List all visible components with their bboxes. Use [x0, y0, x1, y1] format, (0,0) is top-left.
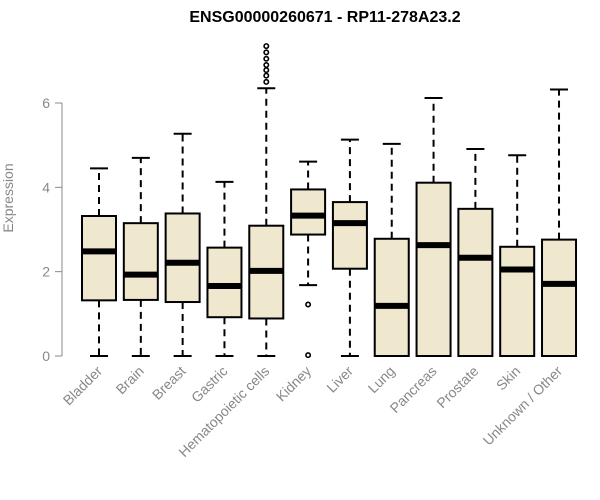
box-breast — [164, 132, 201, 357]
box-rect — [541, 238, 578, 357]
box-rect — [415, 181, 452, 357]
y-tick-label: 2 — [42, 264, 50, 280]
box-rect — [122, 222, 159, 301]
box-pancreas — [415, 96, 452, 357]
box-skin — [499, 154, 536, 357]
box-rect — [499, 245, 536, 357]
x-tick-label: Skin — [493, 363, 524, 394]
outlier-point — [263, 49, 270, 56]
x-tick-label: Liver — [323, 363, 356, 396]
x-tick-label: Prostate — [433, 363, 481, 411]
box-kidney — [290, 160, 327, 359]
box-liver — [331, 138, 368, 357]
box-rect — [457, 207, 494, 357]
box-gastric — [206, 180, 243, 357]
x-tick-label: Lung — [365, 363, 398, 396]
outlier-point — [263, 78, 270, 85]
box-brain — [122, 156, 159, 357]
box-bladder — [81, 167, 117, 357]
box-rect — [164, 212, 201, 304]
outlier-point — [263, 55, 270, 62]
y-tick-label: 0 — [42, 348, 50, 364]
box-prostate — [457, 147, 494, 357]
outlier-point — [263, 67, 270, 74]
outlier-point — [305, 352, 312, 359]
chart-title: ENSG00000260671 - RP11-278A23.2 — [189, 9, 460, 26]
y-tick-label: 4 — [42, 179, 50, 195]
x-tick-label: Brain — [113, 363, 147, 397]
box-rect — [81, 215, 117, 302]
outlier-point — [263, 72, 270, 79]
box-rect — [331, 201, 368, 270]
outlier-point — [305, 301, 312, 308]
outlier-point — [263, 43, 270, 50]
y-axis-label: Expression — [0, 163, 16, 232]
box-rect — [290, 188, 327, 236]
box-group — [81, 43, 578, 359]
x-tick-label: Unknown / Other — [480, 363, 566, 449]
box-lung — [373, 142, 410, 358]
x-tick-label: Breast — [149, 363, 189, 403]
y-axis: 0 2 4 6 — [42, 95, 63, 364]
outlier-point — [263, 62, 270, 69]
x-tick-label: Bladder — [60, 363, 106, 409]
box-unknown-other — [541, 88, 578, 357]
box-hematopoietic-cells — [248, 43, 285, 357]
y-tick-label: 6 — [42, 95, 50, 111]
box-rect — [206, 246, 243, 319]
box-rect — [373, 237, 410, 358]
x-tick-label: Kidney — [273, 363, 315, 405]
